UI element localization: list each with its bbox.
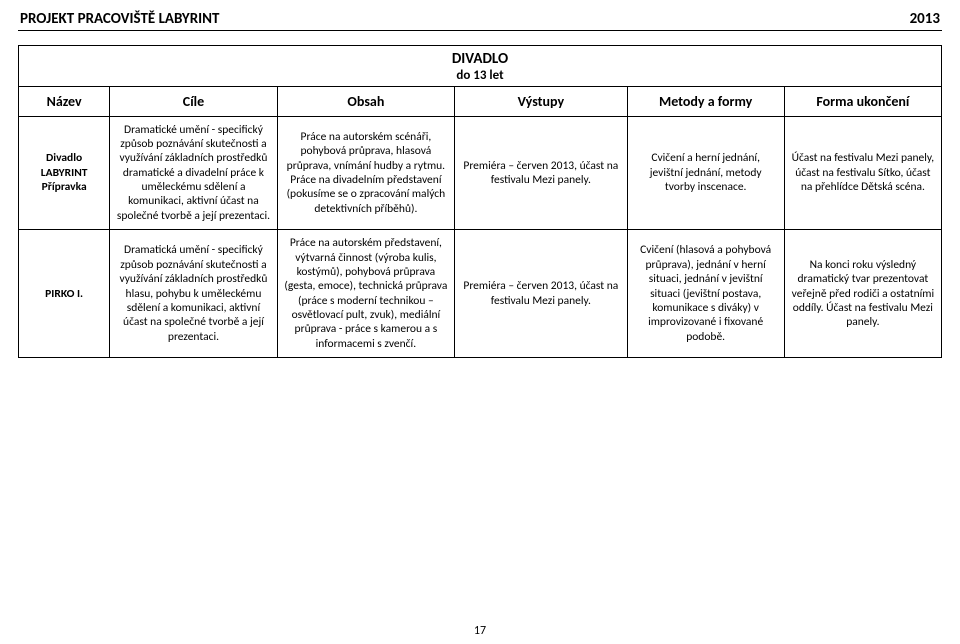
col-forma: Forma ukončení <box>784 86 941 116</box>
header-right: 2013 <box>910 10 940 28</box>
col-metody: Metody a formy <box>627 86 784 116</box>
cell-form: Na konci roku výsledný dramatický tvar p… <box>784 230 941 358</box>
cell-methods: Cvičení a herní jednání, jevištní jednán… <box>627 116 784 230</box>
section-title-block: DIVADLO do 13 let <box>18 45 942 87</box>
table-header-row: Název Cíle Obsah Výstupy Metody a formy … <box>19 86 942 116</box>
col-cile: Cíle <box>110 86 277 116</box>
table-row: PIRKO I. Dramatická umění - specifický z… <box>19 230 942 358</box>
main-table: Název Cíle Obsah Výstupy Metody a formy … <box>18 86 942 359</box>
cell-output: Premiéra – červen 2013, účast na festiva… <box>455 116 627 230</box>
col-nazev: Název <box>19 86 110 116</box>
cell-name: PIRKO I. <box>19 230 110 358</box>
cell-goal: Dramatické umění - specifický způsob poz… <box>110 116 277 230</box>
cell-methods: Cvičení (hlasová a pohybová průprava), j… <box>627 230 784 358</box>
page-number: 17 <box>0 624 960 638</box>
cell-content: Práce na autorském představení, výtvarná… <box>277 230 455 358</box>
header-underline <box>18 30 942 31</box>
cell-content: Práce na autorském scénáři, pohybová prů… <box>277 116 455 230</box>
col-obsah: Obsah <box>277 86 455 116</box>
page-header: PROJEKT PRACOVIŠTĚ LABYRINT 2013 <box>18 10 942 30</box>
cell-goal: Dramatická umění - specifický způsob poz… <box>110 230 277 358</box>
section-subtitle: do 13 let <box>19 68 941 84</box>
col-vystupy: Výstupy <box>455 86 627 116</box>
section-title: DIVADLO <box>19 50 941 68</box>
cell-output: Premiéra – červen 2013, účast na festiva… <box>455 230 627 358</box>
header-left: PROJEKT PRACOVIŠTĚ LABYRINT <box>20 10 219 28</box>
cell-form: Účast na festivalu Mezi panely, účast na… <box>784 116 941 230</box>
cell-name: Divadlo LABYRINT Přípravka <box>19 116 110 230</box>
table-row: Divadlo LABYRINT Přípravka Dramatické um… <box>19 116 942 230</box>
